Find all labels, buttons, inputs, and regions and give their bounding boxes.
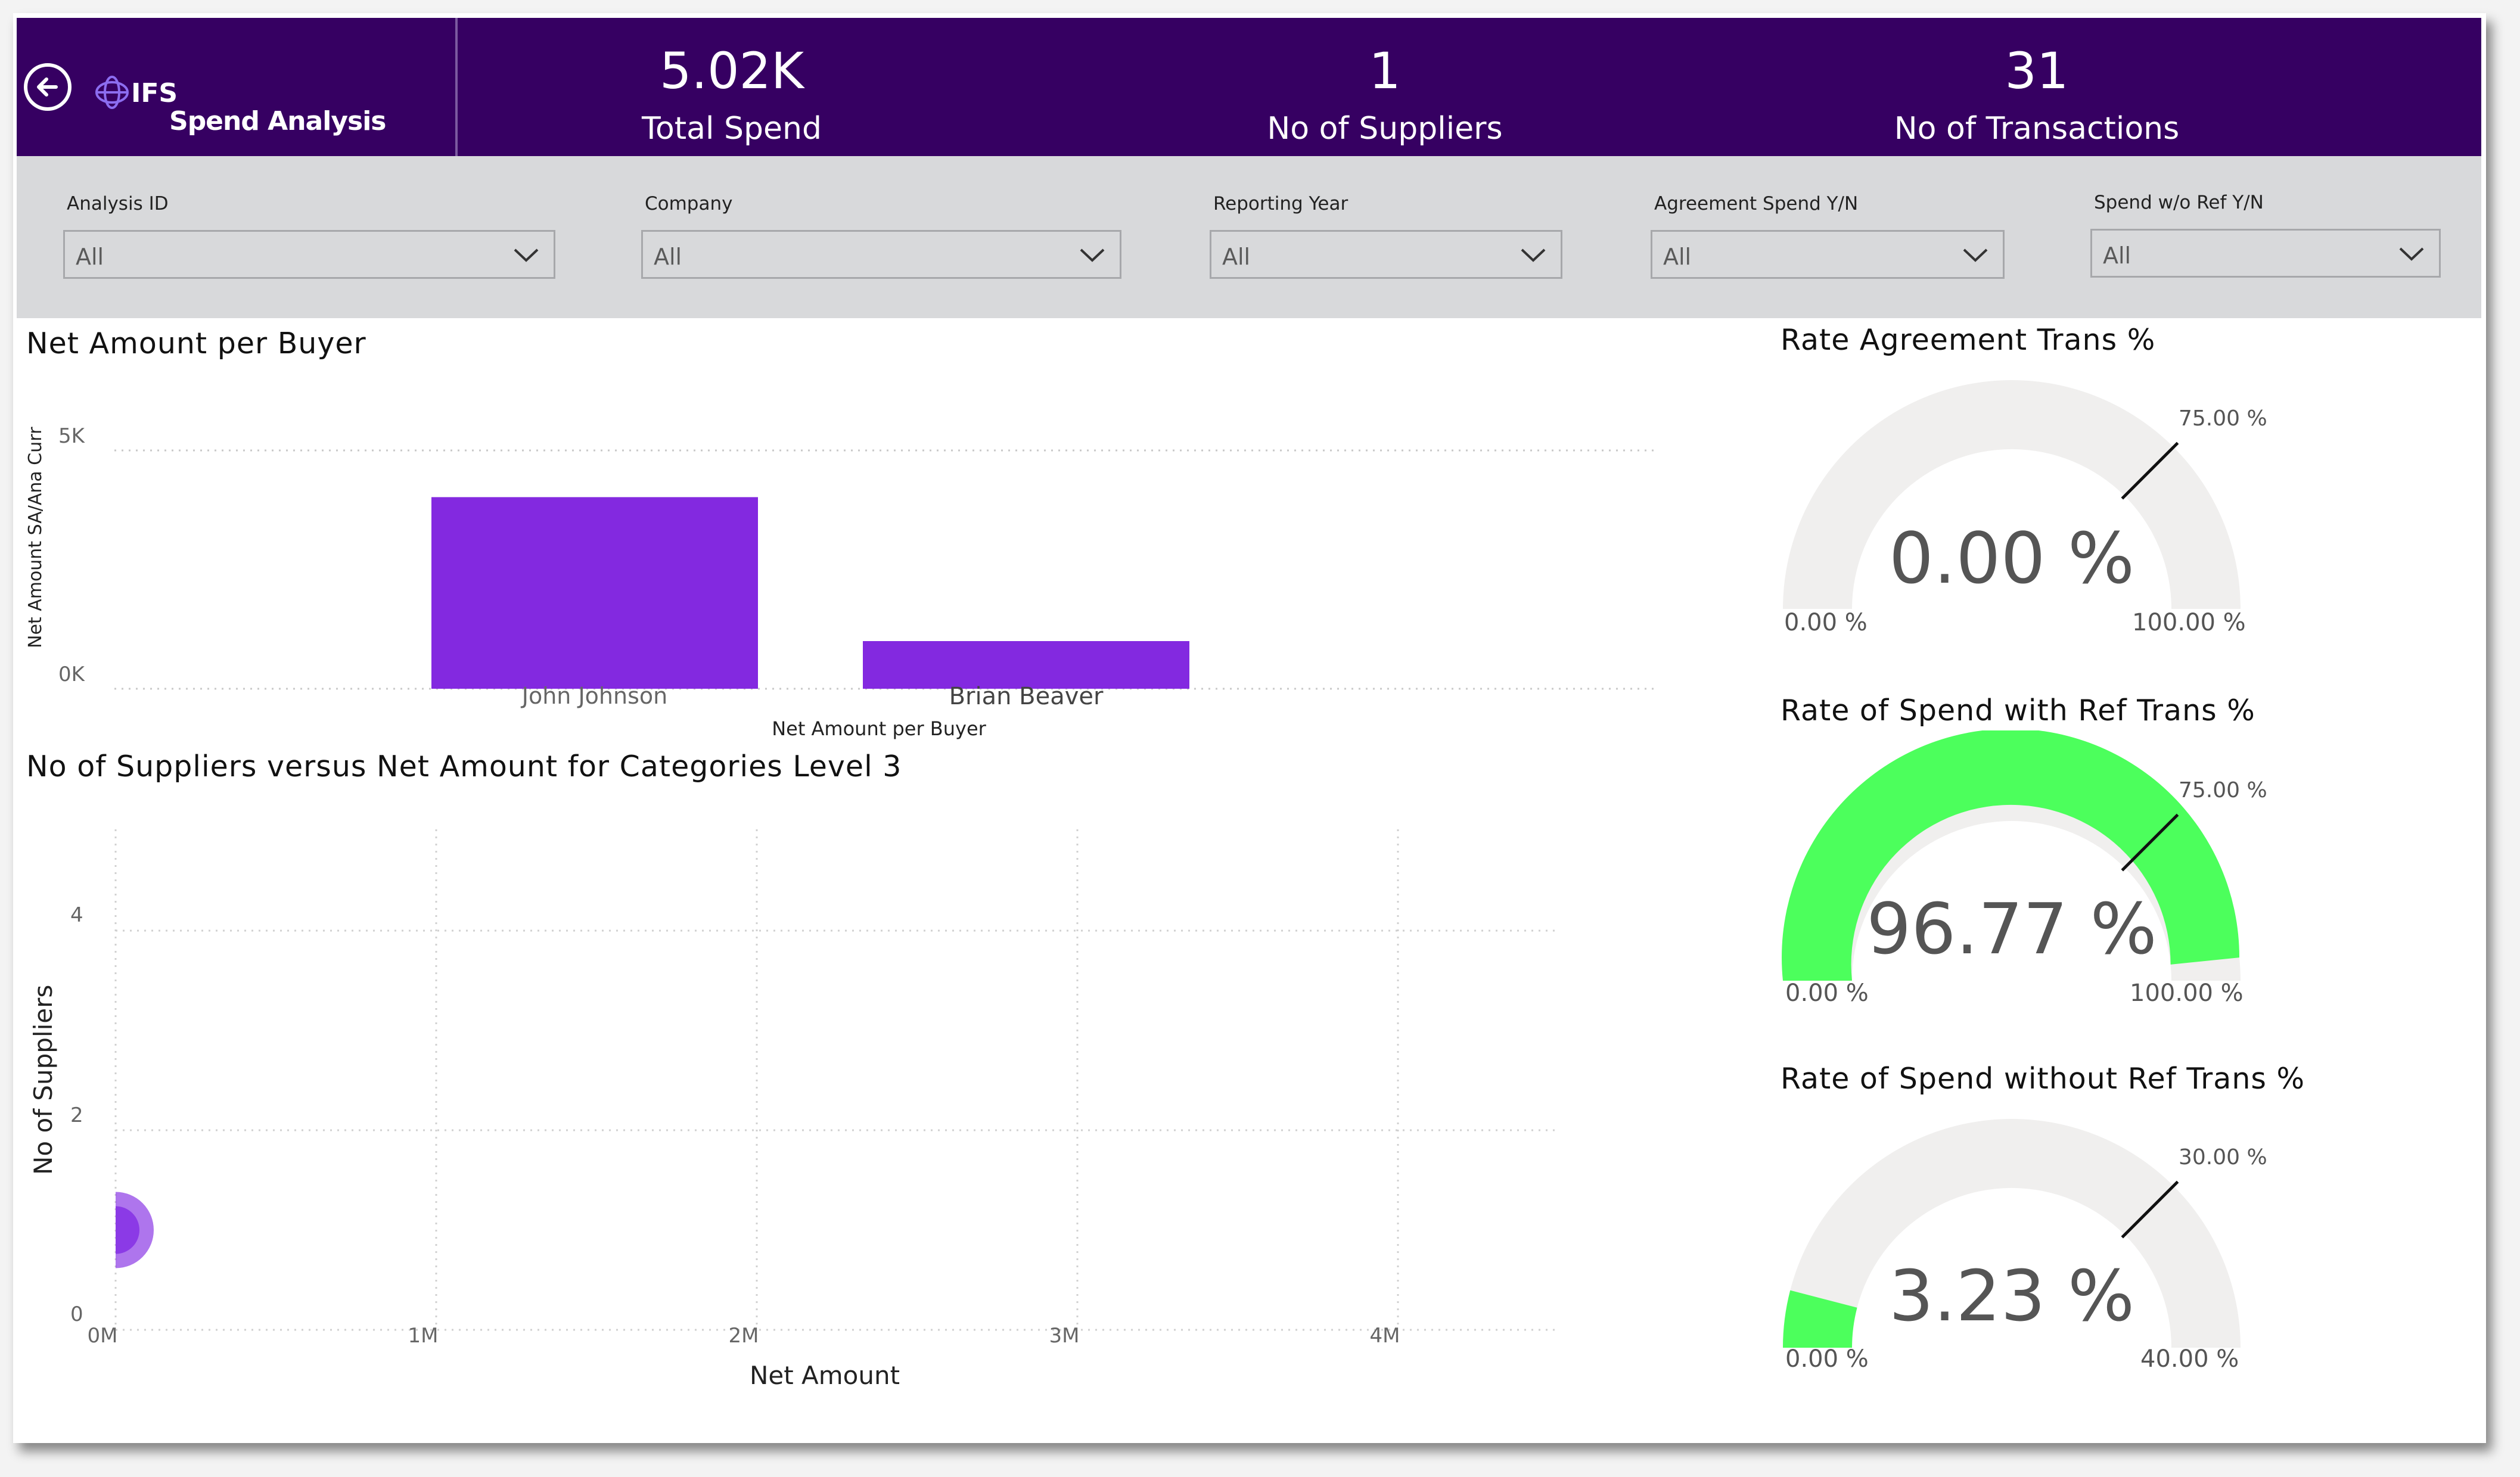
dropdown-value: All [1222,244,1251,270]
bar-x-tick: John Johnson [521,683,668,709]
gauge-track [1783,380,2241,609]
filter-label: Reporting Year [1213,193,1348,214]
report-header: IFS Spend Analysis 5.02K Total Spend 1 N… [17,18,2481,156]
report-canvas: IFS Spend Analysis 5.02K Total Spend 1 N… [13,13,2486,1443]
gauge-target-marker [2121,1180,2179,1239]
back-button[interactable] [24,63,72,111]
bar-brian-beaver [863,641,1189,689]
gauge-max-label: 100.00 % [2132,609,2246,636]
gauge-target-marker [2121,813,2179,872]
scatter-y-tick: 0 [70,1302,83,1326]
scatter-chart-y-title: No of Suppliers [29,984,58,1175]
chevron-down-icon [1521,248,1546,262]
spend-without-ref-dropdown[interactable]: All [2090,229,2441,278]
filter-label: Analysis ID [67,193,169,214]
gauge-value: 0.00 % [1888,517,2135,599]
gauge-target-label: 30.00 % [2179,1145,2267,1170]
filter-label: Spend w/o Ref Y/N [2094,192,2264,213]
gauge-min-label: 0.00 % [1785,1345,1869,1373]
kpi-value: 31 [2005,42,2069,100]
gauge-target-marker [2121,441,2179,500]
scatter-x-tick: 0M [87,1324,118,1348]
chevron-down-icon [1080,248,1105,262]
filter-label: Company [645,193,733,214]
scatter-y-tick: 2 [70,1103,83,1127]
gauge-agreement [1783,380,2241,609]
dropdown-value: All [1663,244,1692,270]
dropdown-value: All [2103,242,2131,269]
kpi-value: 1 [1369,42,1401,100]
app-title: Spend Analysis [169,106,386,136]
ifs-globe-icon [95,76,129,109]
gauge-track [1783,1119,2241,1348]
gauge-title-with-ref: Rate of Spend with Ref Trans % [1781,694,2255,727]
scatter-chart-title: No of Suppliers versus Net Amount for Ca… [26,750,902,783]
gauge-value: 3.23 % [1888,1255,2135,1337]
scatter-chart-x-title: Net Amount [749,1361,900,1390]
scatter-x-tick: 3M [1049,1324,1080,1348]
bar-chart-y-title: Net Amount SA/Ana Curr [25,427,46,648]
gauge-without-ref [1783,1119,2241,1348]
kpi-label: No of Transactions [1894,111,2180,147]
gauge-fill [1782,730,2240,981]
bar-chart [114,449,1658,690]
ifs-logo-text: IFS [131,78,178,108]
kpi-no-of-transactions: 31 No of Transactions [1739,18,2335,156]
scatter-point [116,1192,154,1268]
bar-chart-x-title: Net Amount per Buyer [772,717,986,740]
brand-panel: IFS Spend Analysis [17,18,458,156]
bar-john-johnson [431,497,758,689]
kpi-total-spend: 5.02K Total Spend [434,18,1030,156]
gauge-title-agreement: Rate Agreement Trans % [1781,323,2156,357]
gauge-target-label: 75.00 % [2179,778,2267,803]
kpi-value: 5.02K [659,42,804,100]
scatter-x-tick: 4M [1369,1324,1400,1348]
chevron-down-icon [1963,248,1988,262]
kpi-no-of-suppliers: 1 No of Suppliers [1087,18,1683,156]
scatter-x-tick: 2M [728,1324,759,1348]
dropdown-value: All [76,244,104,270]
scatter-x-tick: 1M [408,1324,439,1348]
gauge-max-label: 40.00 % [2140,1345,2239,1373]
scatter-y-tick: 4 [70,903,83,927]
reporting-year-dropdown[interactable]: All [1210,230,1562,279]
kpi-label: No of Suppliers [1267,111,1503,147]
arrow-left-icon [37,77,58,97]
chevron-down-icon [514,248,539,262]
filter-bar: Analysis ID All Company All Reporting Ye… [17,156,2481,318]
kpi-label: Total Spend [642,111,822,147]
gauge-title-without-ref: Rate of Spend without Ref Trans % [1781,1062,2305,1096]
dropdown-value: All [654,244,682,270]
bar-chart-title: Net Amount per Buyer [26,327,366,360]
gauge-value: 96.77 % [1866,888,2157,970]
bar-y-tick: 0K [58,663,85,686]
company-dropdown[interactable]: All [641,230,1121,279]
gauge-with-ref [1782,730,2241,981]
agreement-spend-dropdown[interactable]: All [1651,230,2005,279]
gauge-min-label: 0.00 % [1785,980,1869,1007]
bar-y-tick: 5K [58,424,85,448]
filter-label: Agreement Spend Y/N [1654,193,1859,214]
gauge-target-label: 75.00 % [2179,406,2267,431]
analysis-id-dropdown[interactable]: All [63,230,555,279]
gauge-min-label: 0.00 % [1784,609,1868,636]
gauge-fill [1783,1290,1857,1348]
chevron-down-icon [2399,247,2424,261]
bar-x-tick: Brian Beaver [949,683,1104,710]
gauge-max-label: 100.00 % [2130,980,2244,1007]
scatter-chart [114,829,1556,1331]
